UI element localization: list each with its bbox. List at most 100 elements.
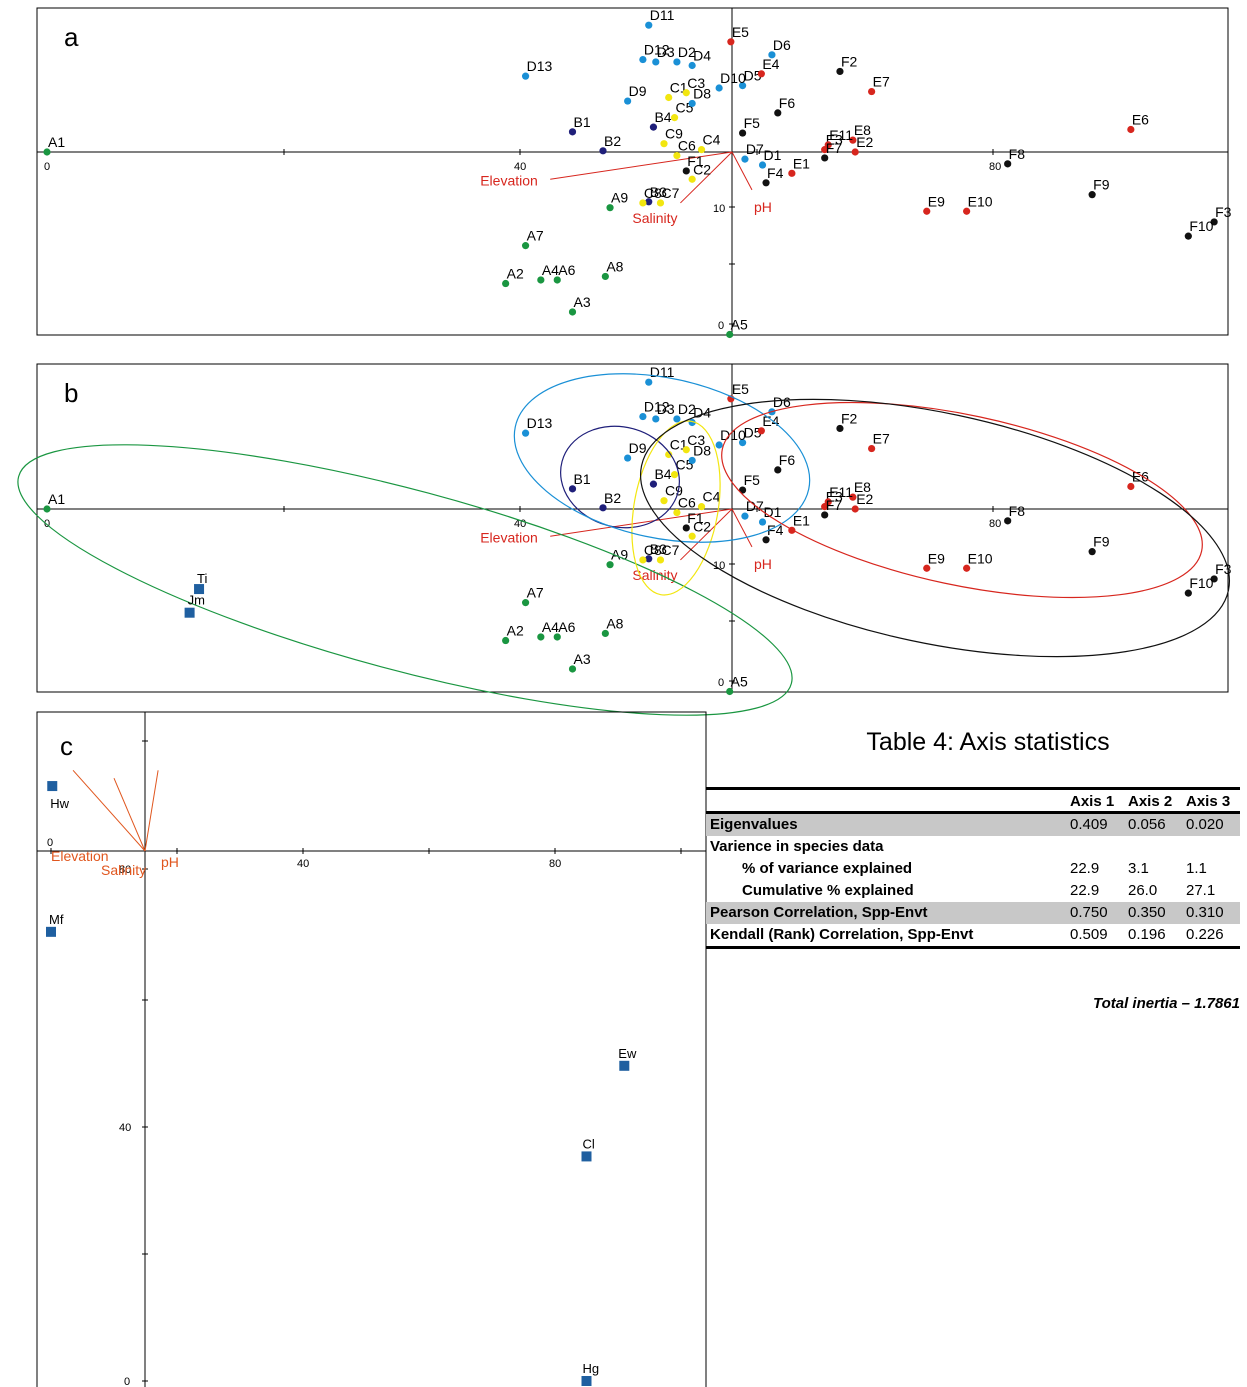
sample-point-label: B3 <box>650 541 667 557</box>
sample-point <box>670 114 679 122</box>
sample-point <box>688 61 696 70</box>
sample-point <box>1004 160 1012 168</box>
axis2-tick-label: 0 <box>718 677 724 689</box>
sample-point-label: A8 <box>606 615 623 631</box>
sample-point <box>568 485 577 493</box>
sample-point-label: A5 <box>731 673 748 689</box>
sample-point-label: D8 <box>693 442 711 458</box>
sample-point <box>601 629 609 638</box>
sample-point-label: E5 <box>732 381 749 397</box>
sample-point <box>821 154 829 162</box>
row-label: Varience in species data <box>710 838 884 855</box>
sample-point-label: A4 <box>542 262 559 278</box>
sample-point-label: E10 <box>968 550 993 566</box>
sample-point-label: D12 <box>644 42 670 58</box>
sample-point <box>537 633 545 641</box>
species-marker <box>581 1151 592 1162</box>
axis2-tick-label: 80 <box>119 864 131 876</box>
sample-point-label: D1 <box>764 504 782 520</box>
sample-point-label: D10 <box>720 427 746 443</box>
sample-point-label: C8 <box>644 542 662 558</box>
sample-point <box>963 564 971 572</box>
sample-point <box>660 497 668 505</box>
axis2-tick-label: 10 <box>713 560 725 572</box>
sample-point-label: A3 <box>574 651 591 667</box>
row-value-axis-1 <box>1066 836 1124 858</box>
sample-point <box>824 141 832 149</box>
species-marker <box>194 584 205 595</box>
table-header-row: Axis 1 Axis 2 Axis 3 <box>706 787 1240 814</box>
row-label: Eigenvalues <box>706 812 1066 836</box>
panel-frame <box>36 363 1229 693</box>
table-row: Cumulative % explained 22.9 26.0 27.1 <box>706 880 1240 902</box>
sample-point <box>688 175 696 183</box>
sample-point <box>624 97 632 105</box>
sample-point <box>599 504 607 512</box>
table-row: Varience in species data <box>706 836 1240 858</box>
sample-point <box>682 524 690 532</box>
sample-point-label: F8 <box>1009 146 1026 162</box>
sample-point-label: F7 <box>826 140 843 156</box>
sample-point <box>868 87 876 96</box>
sample-point <box>688 532 696 540</box>
sample-point-label: B2 <box>604 490 621 506</box>
sample-point-label: A2 <box>507 623 524 639</box>
sample-point <box>762 536 770 544</box>
sample-point-label: A1 <box>48 134 65 150</box>
sample-point-label: E5 <box>732 24 749 40</box>
species-marker <box>47 781 58 792</box>
row-value-axis-3: 0.310 <box>1182 902 1240 924</box>
sample-point-label: C3 <box>687 75 705 91</box>
sample-point <box>1088 548 1096 556</box>
sample-point <box>697 503 706 511</box>
group-ellipse-e <box>721 401 1203 599</box>
env-vector-label: pH <box>754 556 772 572</box>
axis1-tick-label: 0 <box>47 837 53 849</box>
sample-point-label: D3 <box>657 44 675 60</box>
sample-point-label: B1 <box>574 114 591 130</box>
axis2-tick-label: 0 <box>124 1376 130 1387</box>
species-label: Mf <box>49 912 64 927</box>
sample-point <box>645 555 653 563</box>
sample-point <box>715 441 723 449</box>
sample-point-label: C8 <box>644 185 662 201</box>
sample-point-label: D11 <box>650 7 675 23</box>
env-vector-elevation <box>550 508 733 537</box>
sample-point <box>738 486 747 494</box>
row-value-axis-1: 0.509 <box>1066 924 1124 949</box>
sample-point-label: F3 <box>1215 561 1232 577</box>
species-label: Ti <box>197 571 207 586</box>
env-vector-ph <box>731 508 753 548</box>
sample-point <box>649 123 658 131</box>
sample-point-label: F1 <box>687 510 704 526</box>
sample-point <box>568 308 577 316</box>
header-cell-axis-2: Axis 2 <box>1124 787 1182 814</box>
axis-statistics-table: Table 4: Axis statistics Axis 1 Axis 2 A… <box>706 728 1246 949</box>
sample-point <box>645 378 653 386</box>
sample-point-label: E1 <box>793 155 810 171</box>
axis1-tick-label: 0 <box>44 161 50 173</box>
panel-letter: a <box>64 22 79 52</box>
sample-point <box>652 58 660 66</box>
sample-point <box>788 169 796 177</box>
sample-point-label: D4 <box>693 47 711 63</box>
sample-point <box>757 427 765 435</box>
sample-point-label: F4 <box>767 165 784 181</box>
sample-point <box>849 136 857 144</box>
panel-b: b0 40 80100ElevationSalinitypHA1A2A3A4A5A6… <box>17 363 1232 716</box>
sample-point-label: C4 <box>703 132 721 148</box>
sample-point <box>649 480 658 488</box>
sample-point <box>645 198 653 206</box>
species-label: Hg <box>583 1361 600 1376</box>
sample-point <box>738 439 747 447</box>
sample-point <box>606 204 614 212</box>
sample-point <box>521 429 530 437</box>
env-vector-label: Elevation <box>51 848 109 864</box>
row-value-axis-2: 3.1 <box>1128 860 1149 877</box>
sample-point-label: F9 <box>1093 534 1110 550</box>
sample-point-label: C6 <box>678 495 696 511</box>
axis2-tick-label: 0 <box>718 320 724 332</box>
row-value-axis-2: 0.350 <box>1124 902 1182 924</box>
env-vector-salinity <box>680 151 733 204</box>
